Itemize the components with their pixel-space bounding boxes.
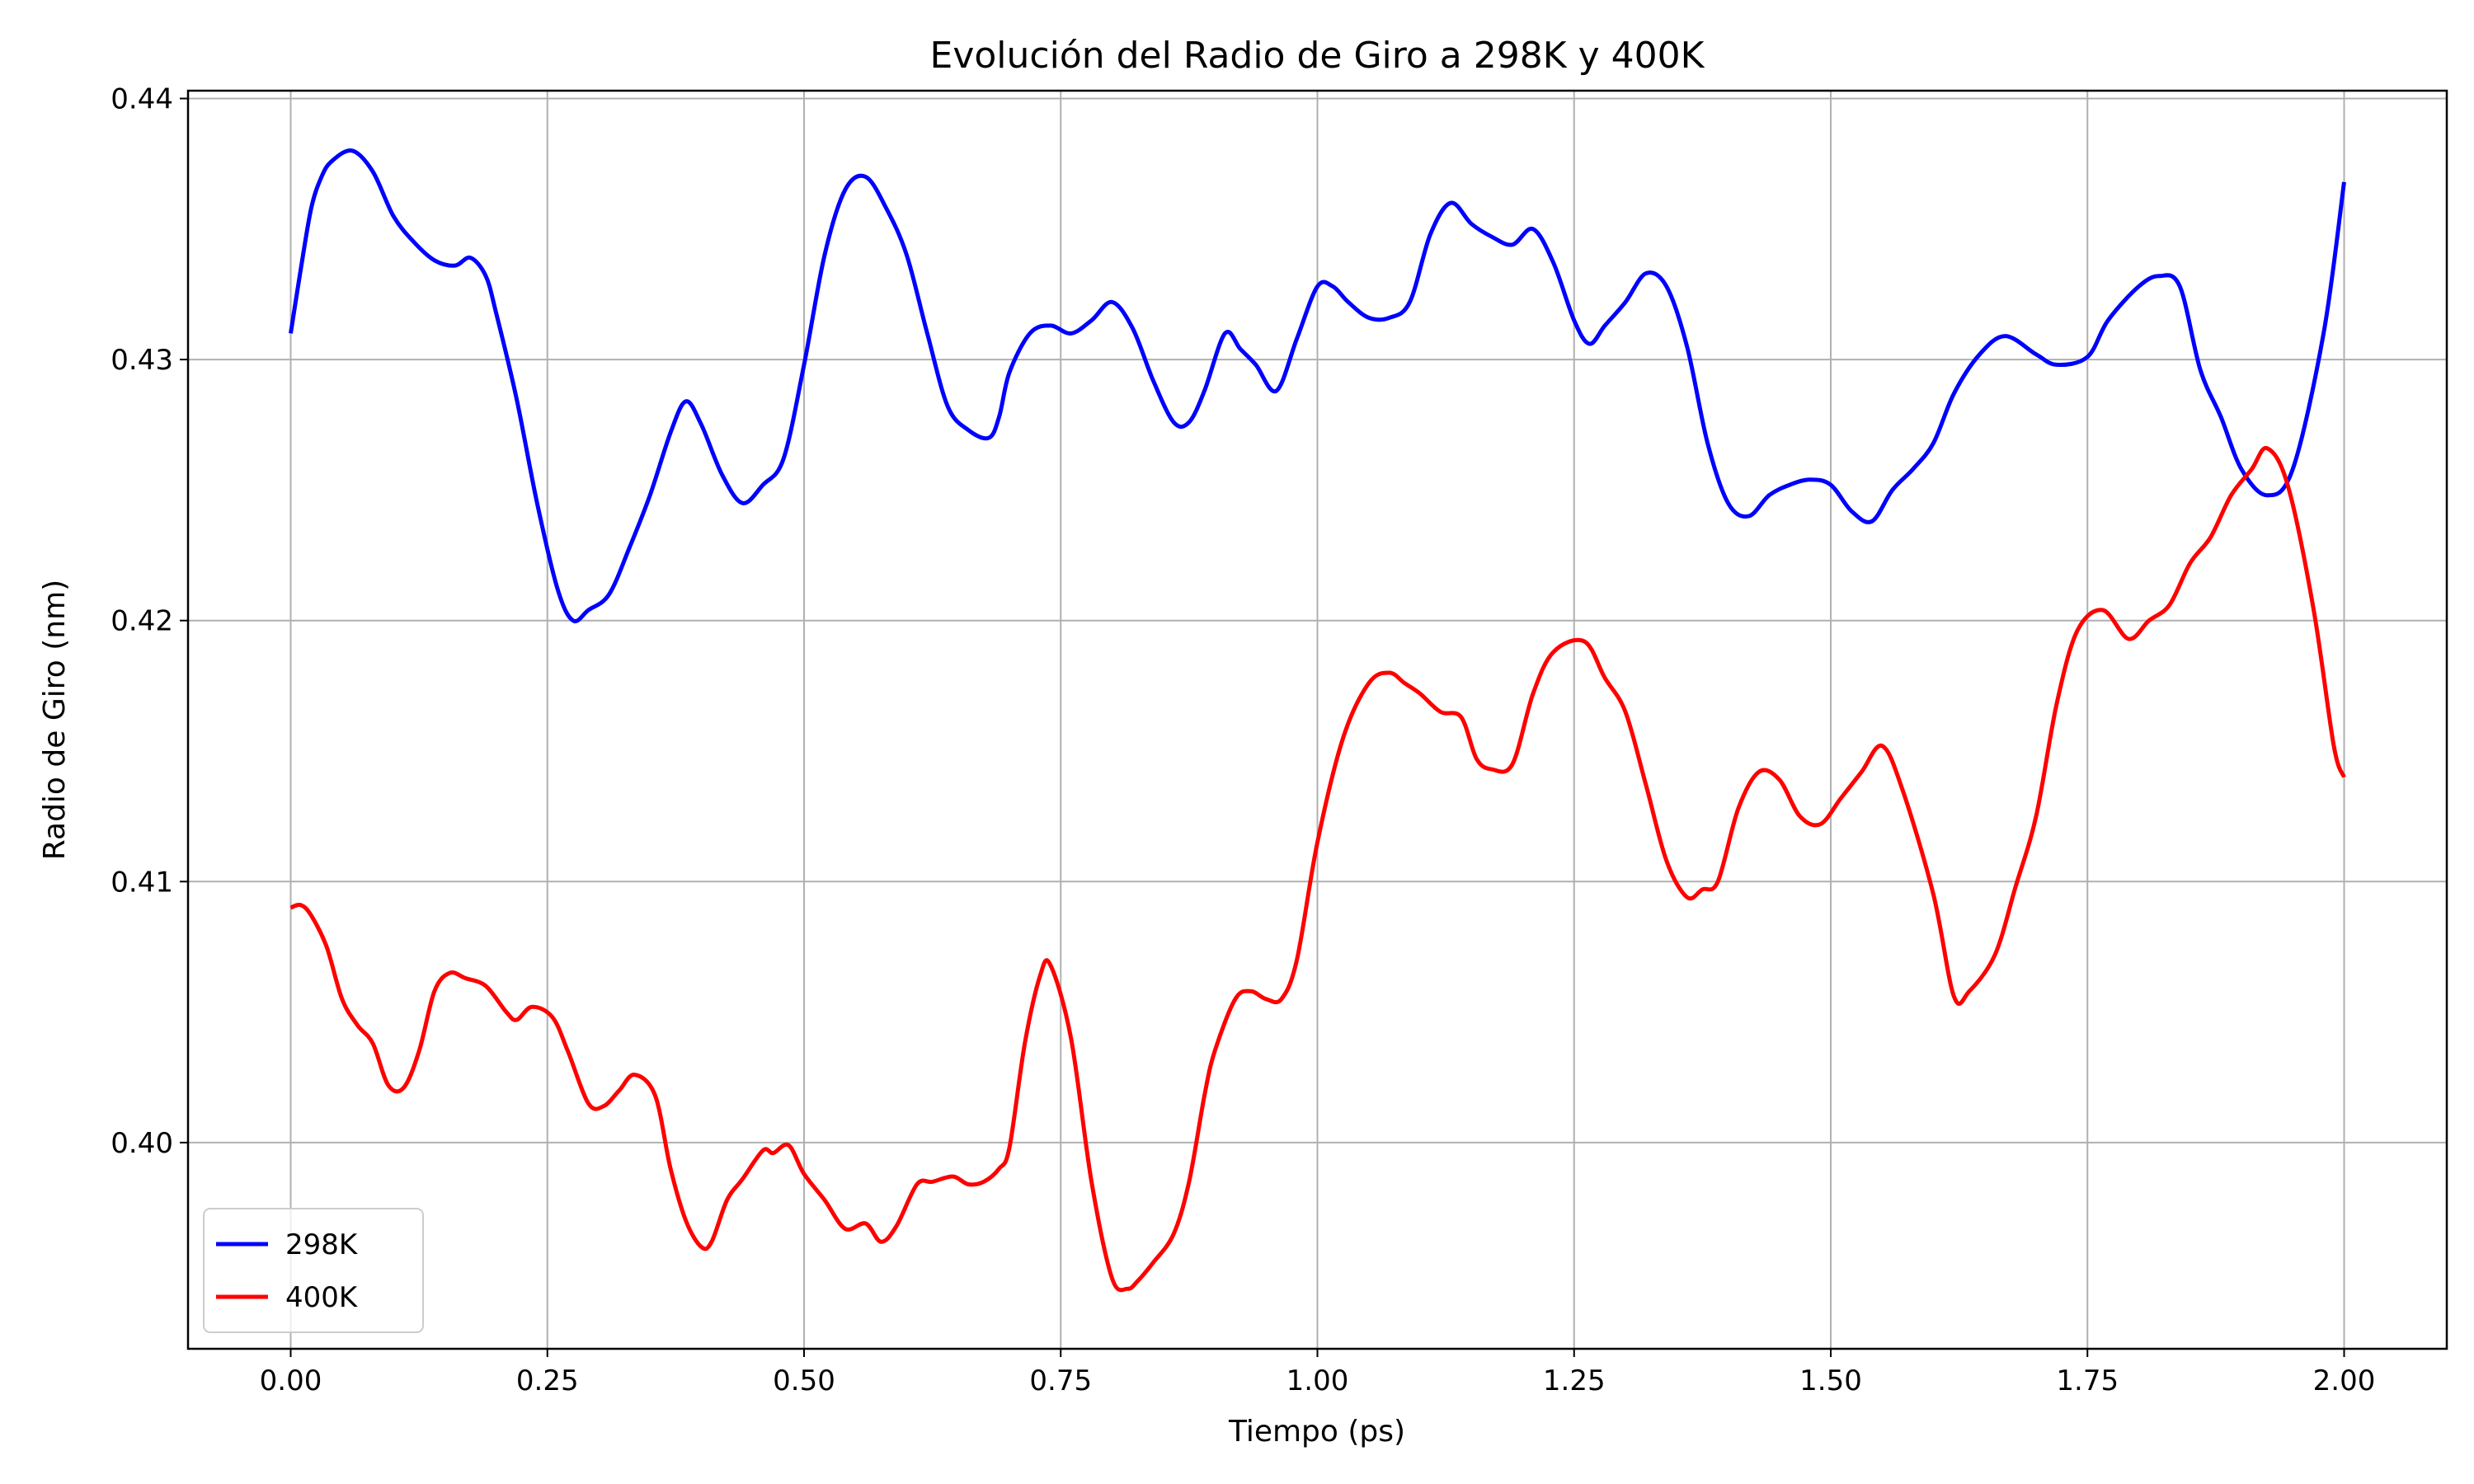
y-tick-label: 0.42 (111, 605, 173, 638)
chart-title: Evolución del Radio de Giro a 298K y 400… (930, 35, 1705, 77)
x-tick-label: 0.75 (1029, 1364, 1092, 1397)
y-axis-ticks: 0.40 0.41 0.42 0.43 0.44 (111, 82, 188, 1160)
x-tick-label: 1.00 (1286, 1364, 1349, 1397)
y-tick-label: 0.40 (111, 1127, 173, 1160)
grid (188, 91, 2447, 1349)
y-tick-label: 0.41 (111, 866, 173, 899)
legend: 298K 400K (203, 1208, 424, 1333)
y-tick-label: 0.43 (111, 344, 173, 377)
legend-label-298k: 298K (285, 1228, 359, 1261)
x-axis-ticks: 0.00 0.25 0.50 0.75 1.00 1.25 1.50 1.75 2.00 (260, 1349, 2376, 1397)
x-tick-label: 2.00 (2313, 1364, 2376, 1397)
x-tick-label: 0.25 (516, 1364, 579, 1397)
series-line-298k (289, 148, 2346, 624)
y-axis-label: Radio de Giro (nm) (38, 580, 72, 860)
y-tick-label: 0.44 (111, 82, 173, 115)
x-tick-label: 0.00 (260, 1364, 322, 1397)
x-axis-label: Tiempo (ps) (1228, 1415, 1405, 1449)
x-tick-label: 1.25 (1543, 1364, 1606, 1397)
x-tick-label: 0.50 (773, 1364, 835, 1397)
legend-box (203, 1208, 424, 1333)
x-tick-label: 1.50 (1799, 1364, 1862, 1397)
legend-label-400k: 400K (285, 1281, 359, 1314)
series-lines (289, 148, 2346, 1293)
x-tick-label: 1.75 (2056, 1364, 2119, 1397)
series-line-400k (289, 446, 2346, 1293)
